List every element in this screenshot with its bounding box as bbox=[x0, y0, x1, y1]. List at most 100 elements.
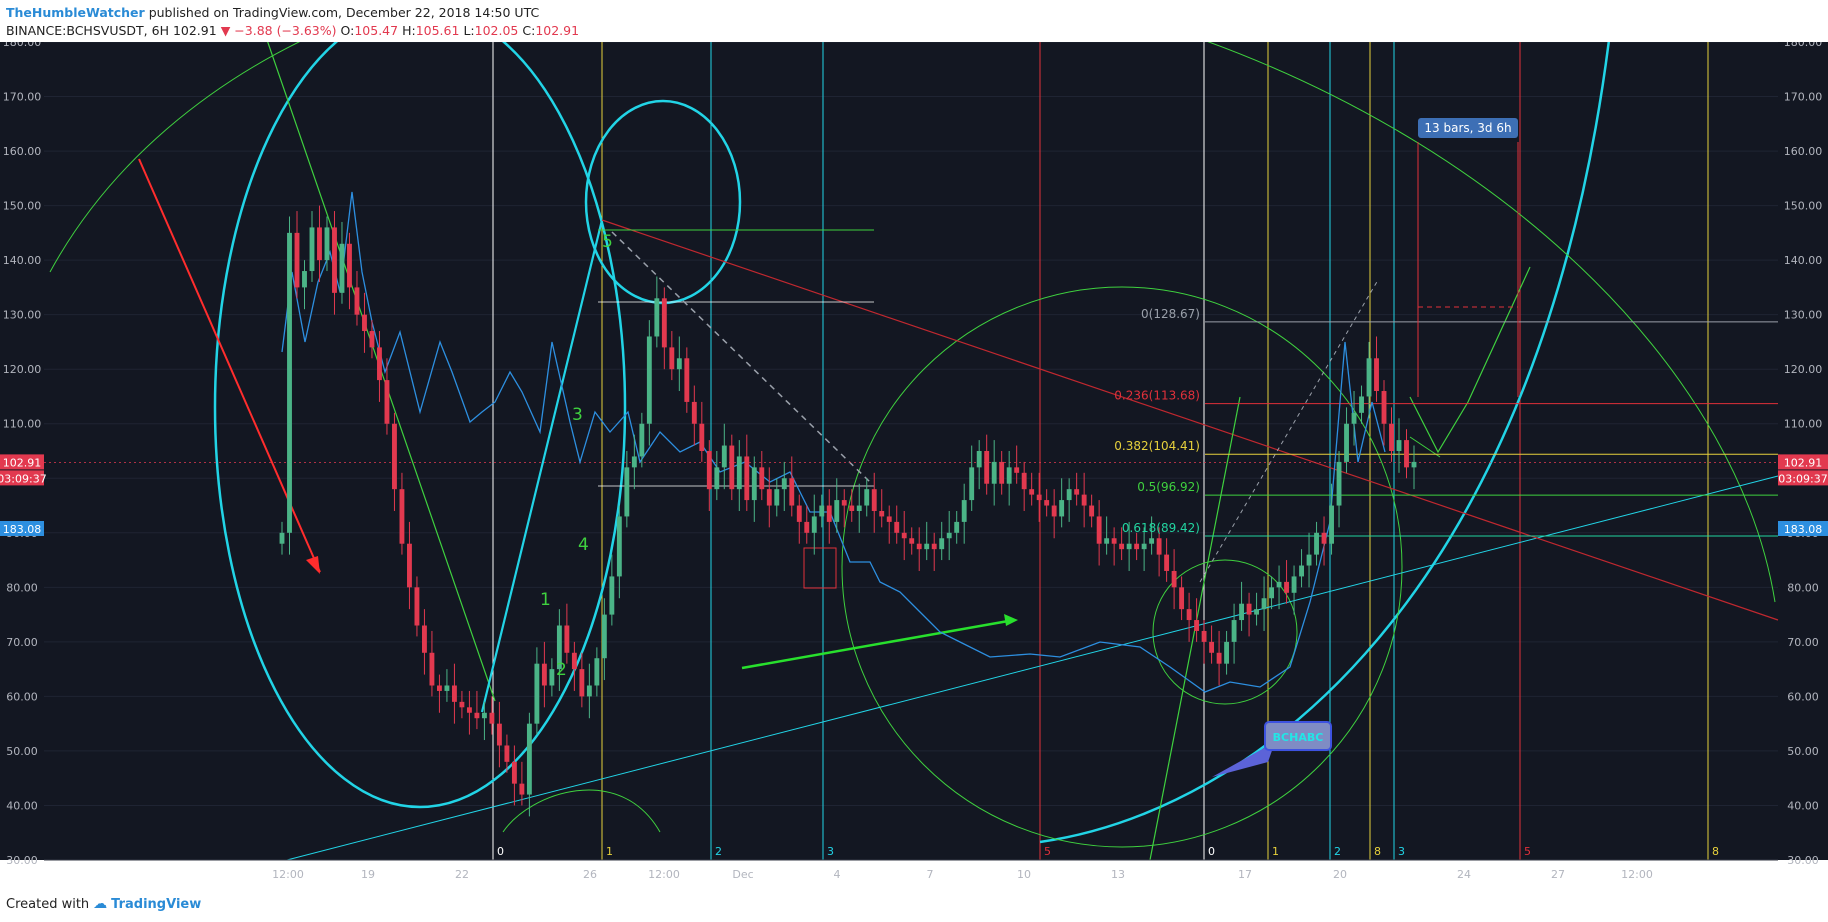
candle bbox=[646, 336, 652, 424]
candle bbox=[1164, 554, 1170, 571]
candle bbox=[946, 532, 952, 539]
candle bbox=[624, 467, 630, 517]
bchabc-callout bbox=[1264, 721, 1332, 751]
cycle-label: 1 bbox=[1272, 845, 1279, 858]
candle bbox=[1239, 603, 1245, 621]
countdown-tag-right-label: 03:09:37 bbox=[1778, 472, 1827, 485]
close-value: 102.91 bbox=[535, 23, 580, 38]
x-tick-label: 27 bbox=[1551, 868, 1565, 881]
projection-line bbox=[1409, 436, 1441, 458]
wave-label: 1 bbox=[540, 590, 551, 610]
value-tag-left-label: 183.08 bbox=[3, 523, 42, 536]
green-arrow-head-icon bbox=[1004, 614, 1018, 626]
candle bbox=[1254, 609, 1260, 615]
candle bbox=[1104, 538, 1110, 544]
candle bbox=[1089, 505, 1095, 517]
candle bbox=[1186, 609, 1192, 621]
candle bbox=[1374, 358, 1379, 392]
candle bbox=[841, 500, 847, 506]
y-tick-label-left: 160.00 bbox=[3, 145, 42, 158]
candle bbox=[774, 489, 780, 506]
candle bbox=[991, 461, 997, 484]
fib-label: 0.382(104.41) bbox=[1114, 439, 1200, 453]
candle bbox=[654, 298, 660, 337]
candle bbox=[302, 271, 307, 288]
candle bbox=[571, 652, 577, 670]
candle bbox=[759, 467, 765, 490]
annotations: 0 1 2 3 5 0 1 2 8 3 5 8 0(128.67) 0.236(113.68) 0.382(… bbox=[497, 118, 1719, 858]
candle bbox=[377, 347, 382, 381]
candle bbox=[781, 478, 787, 490]
candle bbox=[414, 587, 420, 626]
candle bbox=[354, 287, 360, 315]
candle bbox=[384, 380, 390, 424]
cyan-arc-right bbox=[1039, 42, 1610, 844]
candle bbox=[886, 516, 892, 522]
low-label: L: bbox=[463, 23, 475, 38]
cycle-label: 2 bbox=[1334, 845, 1341, 858]
candle bbox=[279, 532, 285, 544]
measure-badge-label: 13 bars, 3d 6h bbox=[1424, 121, 1511, 135]
candle bbox=[474, 712, 480, 719]
candle bbox=[796, 505, 802, 522]
y-tick-label-right: 110.00 bbox=[1784, 418, 1823, 431]
candle bbox=[1231, 620, 1237, 642]
green-arc-bottom bbox=[502, 789, 661, 833]
candle bbox=[526, 723, 532, 795]
candle bbox=[579, 669, 585, 697]
price-tag-left-label: 102.91 bbox=[3, 456, 42, 469]
candle bbox=[834, 500, 840, 522]
y-tick-label-right: 60.00 bbox=[1787, 690, 1819, 703]
countdown-tag-left bbox=[0, 470, 44, 486]
cyan-trend-up bbox=[286, 475, 1779, 861]
high-label: H: bbox=[402, 23, 416, 38]
cycle-label: 0 bbox=[497, 845, 504, 858]
tradingview-link[interactable]: TradingView bbox=[111, 896, 202, 912]
cycle-label: 8 bbox=[1374, 845, 1381, 858]
fib-label: 0.5(96.92) bbox=[1137, 480, 1200, 494]
price-value: 102.91 bbox=[172, 23, 217, 38]
candle bbox=[1044, 500, 1050, 506]
price-tag-left bbox=[0, 454, 44, 470]
candle bbox=[706, 451, 712, 490]
y-tick-label-right: 160.00 bbox=[1784, 145, 1823, 158]
candle bbox=[819, 505, 825, 517]
candle bbox=[1321, 532, 1327, 544]
candle bbox=[1396, 440, 1402, 451]
candle bbox=[362, 314, 367, 332]
candle bbox=[811, 516, 817, 533]
candle bbox=[1134, 543, 1140, 550]
candle bbox=[894, 521, 900, 533]
wave-label: 2 bbox=[556, 660, 567, 680]
candle bbox=[1201, 630, 1207, 642]
countdown-tag-right bbox=[1778, 470, 1828, 486]
candle bbox=[534, 663, 540, 724]
candle bbox=[901, 532, 907, 539]
y-tick-label-left: 140.00 bbox=[3, 254, 42, 267]
dashed-diagonal bbox=[611, 231, 871, 483]
candle bbox=[639, 423, 645, 457]
fib-label: 0.236(113.68) bbox=[1114, 389, 1200, 403]
open-value: 105.47 bbox=[354, 23, 399, 38]
candle bbox=[984, 451, 990, 484]
candle bbox=[631, 456, 637, 468]
candle bbox=[736, 456, 742, 490]
author-link[interactable]: TheHumbleWatcher bbox=[6, 5, 145, 20]
x-tick-label: 20 bbox=[1333, 868, 1347, 881]
x-tick-label: 24 bbox=[1457, 868, 1471, 881]
candle bbox=[916, 543, 922, 550]
y-tick-label-left: 130.00 bbox=[3, 309, 42, 322]
plot-area[interactable] bbox=[44, 42, 1778, 860]
y-tick-label-left: 50.00 bbox=[6, 745, 38, 758]
candle bbox=[429, 652, 435, 686]
candle bbox=[1216, 652, 1222, 664]
candle bbox=[1066, 489, 1072, 501]
y-tick-label-left: 60.00 bbox=[6, 690, 38, 703]
candle bbox=[549, 669, 555, 686]
candle bbox=[422, 625, 427, 653]
candle bbox=[1179, 587, 1185, 610]
y-tick-label-left: 110.00 bbox=[3, 418, 42, 431]
x-tick-label: Dec bbox=[732, 868, 753, 881]
price-chart[interactable]: 0 1 2 3 5 0 1 2 8 3 5 8 0(128.67) 0.236(113.68) 0.382(… bbox=[0, 42, 1828, 886]
x-tick-label: 12:00 bbox=[1621, 868, 1653, 881]
